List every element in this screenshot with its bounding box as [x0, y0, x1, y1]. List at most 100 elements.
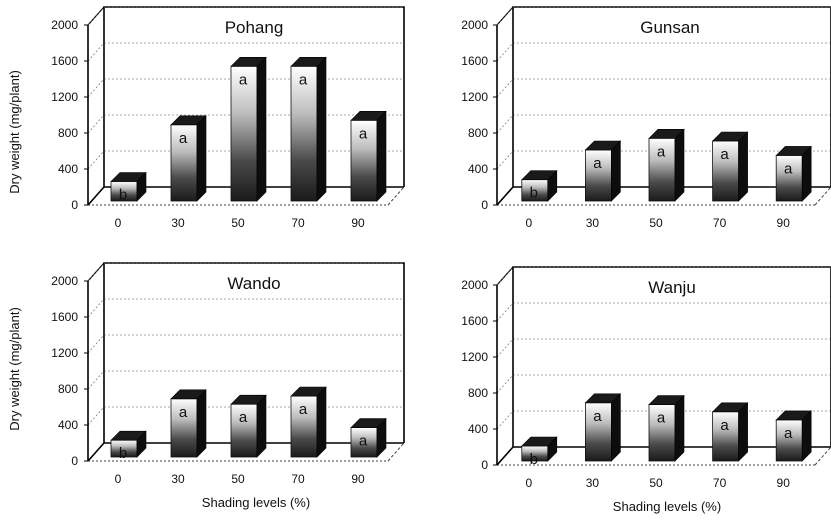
x-tick-label: 30 — [171, 472, 185, 486]
x-tick-label: 0 — [525, 476, 532, 490]
gridline-side — [87, 42, 105, 62]
gridline-side — [87, 370, 105, 390]
bar — [290, 386, 327, 458]
gridline-side — [496, 302, 514, 322]
gridline-side — [87, 406, 105, 426]
gridline-side — [496, 42, 514, 62]
bar-front — [648, 404, 676, 462]
y-tick-label: 400 — [58, 162, 78, 176]
gridline-side — [496, 114, 514, 134]
gridline-side — [87, 78, 105, 98]
bar — [521, 436, 558, 462]
gridline-side — [87, 298, 105, 318]
y-tick-label: 1200 — [51, 90, 78, 104]
bar-front — [350, 427, 378, 458]
bar — [711, 402, 749, 462]
data-label: a — [784, 160, 793, 177]
gridline-side — [87, 6, 105, 26]
data-label: a — [299, 401, 308, 418]
bar-side — [801, 410, 812, 462]
floor-right-edge — [814, 446, 831, 466]
x-tick-label: 70 — [291, 216, 305, 230]
bar-side — [316, 386, 327, 458]
bar-front — [775, 419, 803, 462]
x-tick-label: 90 — [777, 476, 791, 490]
bar — [711, 131, 749, 202]
bar-side — [674, 394, 685, 462]
bar — [230, 394, 267, 458]
data-label: b — [119, 187, 127, 204]
x-tick-label: 50 — [231, 216, 245, 230]
floor-right-edge — [387, 186, 405, 206]
y-tick-label: 400 — [58, 418, 78, 432]
bar-side — [547, 169, 558, 202]
gridline-side — [87, 150, 105, 170]
bar-front — [290, 65, 318, 202]
x-tick-label: 30 — [171, 216, 185, 230]
y-tick-label: 2000 — [51, 274, 78, 288]
gridline-side — [496, 374, 514, 394]
data-label: a — [657, 143, 666, 160]
y-tick-label: 1200 — [461, 350, 488, 364]
bar-side — [256, 56, 267, 202]
floor-right-edge — [814, 186, 831, 206]
y-tick-label: 1600 — [461, 54, 488, 68]
x-tick-label: 70 — [713, 216, 727, 230]
gridline-side — [87, 334, 105, 354]
chart-panel-4: 0 400 800 1200 1600 2000 b 0 a 30 a 50 a 70 a 90 Wanju — [461, 266, 831, 490]
y-tick-label: 0 — [481, 458, 488, 472]
back-wall — [512, 266, 831, 447]
data-label: a — [593, 155, 602, 172]
data-label: b — [530, 185, 538, 202]
y-tick-label: 2000 — [461, 278, 488, 292]
x-tick-label: 50 — [649, 476, 663, 490]
bar-front — [350, 119, 378, 202]
x-tick-label: 30 — [586, 476, 600, 490]
y-tick-label: 800 — [58, 382, 78, 396]
bar — [290, 56, 327, 202]
bar-side — [376, 110, 387, 202]
x-axis-label-right: Shading levels (%) — [613, 499, 721, 514]
chart-panel-3: 0 400 800 1200 1600 2000 b 0 a 30 a 50 a 70 a 90 Wando — [51, 262, 405, 486]
x-tick-label: 70 — [713, 476, 727, 490]
bar — [521, 169, 558, 202]
x-axis-label-left: Shading levels (%) — [202, 495, 310, 510]
bar — [110, 171, 147, 202]
data-label: b — [530, 451, 538, 468]
bar — [170, 115, 207, 202]
gridline-side — [87, 114, 105, 134]
bar — [775, 410, 812, 462]
data-label: a — [720, 146, 729, 163]
y-tick-label: 800 — [58, 126, 78, 140]
y-axis-label-top: Dry weight (mg/plant) — [7, 70, 22, 194]
bar-side — [674, 128, 685, 202]
bar-side — [801, 145, 812, 202]
gridline-side — [496, 266, 514, 286]
bar — [110, 430, 147, 458]
y-tick-label: 2000 — [461, 18, 488, 32]
y-tick-label: 1200 — [51, 346, 78, 360]
bar-side — [611, 140, 621, 202]
bar-side — [136, 171, 147, 202]
chart-panel-2: 0 400 800 1200 1600 2000 b 0 a 30 a 50 a 70 a 90 Gunsan — [461, 6, 831, 230]
bar — [584, 393, 622, 462]
bar-side — [376, 417, 387, 458]
x-tick-label: 90 — [777, 216, 791, 230]
chart-panel-1: 0 400 800 1200 1600 2000 b 0 a 30 a 50 a 70 a 90 Pohang — [51, 6, 405, 230]
bar — [350, 110, 387, 202]
y-tick-label: 2000 — [51, 18, 78, 32]
data-label: a — [299, 71, 308, 88]
gridline-side — [496, 338, 514, 358]
bar-front — [775, 154, 803, 202]
bar — [775, 145, 812, 202]
x-tick-label: 0 — [525, 216, 532, 230]
bar — [350, 417, 387, 458]
bar-side — [547, 436, 558, 462]
x-tick-label: 90 — [351, 216, 365, 230]
bar — [584, 140, 622, 202]
bar — [230, 56, 267, 202]
gridline-side — [496, 410, 514, 430]
y-tick-label: 400 — [468, 162, 488, 176]
data-label: a — [179, 130, 188, 147]
